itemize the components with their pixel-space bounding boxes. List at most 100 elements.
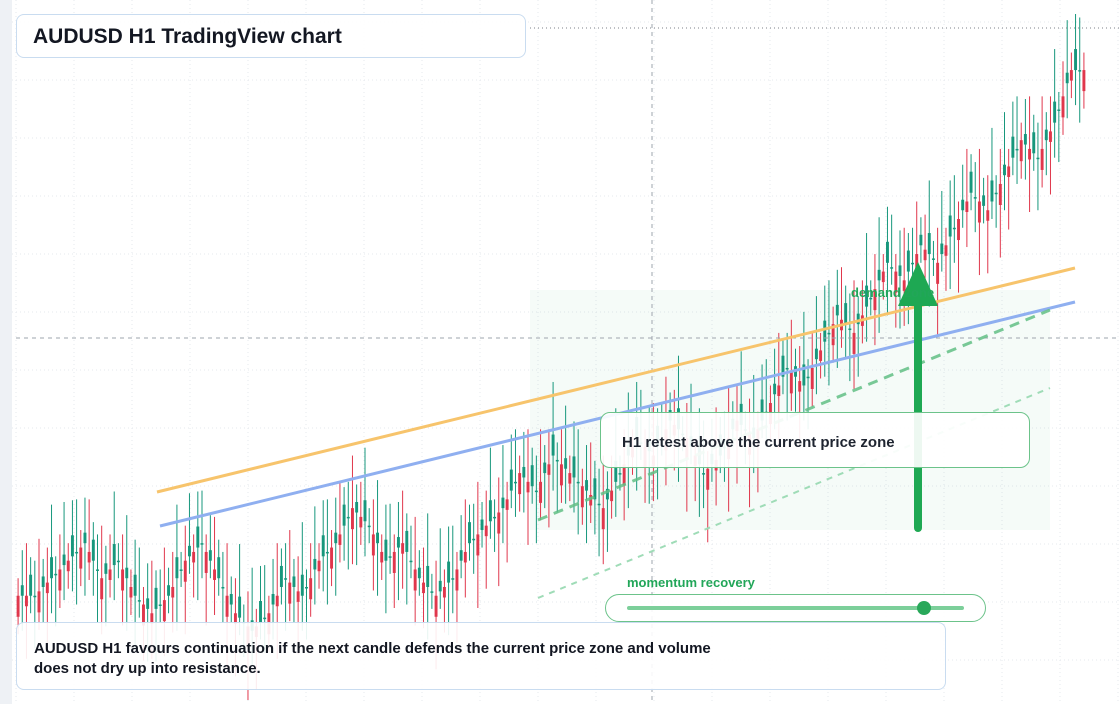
analysis-note-text: AUDUSD H1 favours continuation if the ne… (34, 640, 711, 677)
candle-bull (221, 586, 225, 589)
candle-bull (41, 576, 45, 587)
candle-bear (225, 595, 229, 617)
candle-bull (927, 233, 931, 255)
candle-bull (576, 481, 580, 484)
momentum-knob[interactable] (916, 601, 931, 615)
candle-bull (75, 551, 79, 554)
candle-bull (158, 604, 162, 607)
candle-bull (20, 585, 24, 596)
candle-bear (121, 569, 125, 591)
candle-bull (869, 297, 873, 300)
candle-bear (288, 582, 292, 604)
candle-bear (484, 525, 488, 537)
candle-bear (162, 600, 166, 622)
candle-bull (618, 473, 622, 475)
candle-bear (810, 367, 814, 389)
candle-bull (1015, 148, 1019, 151)
candle-bull (994, 192, 998, 195)
candle-bull (96, 569, 99, 571)
candle-bull (321, 535, 325, 557)
candle-bull (217, 557, 221, 579)
candle-bear (150, 613, 154, 624)
candle-bull (50, 557, 53, 579)
candle-bear (977, 201, 981, 223)
candle-bull (1011, 136, 1015, 158)
candle-bull (384, 539, 388, 561)
up-arrow-icon (898, 262, 938, 306)
candle-bear (873, 289, 877, 311)
candle-bear (1019, 140, 1023, 162)
candle-bear (129, 586, 133, 598)
candle-bear (1040, 148, 1044, 170)
candle-bull (388, 556, 392, 558)
candle-bear (539, 481, 543, 503)
candle-bear (275, 595, 279, 607)
candle-bull (83, 532, 87, 544)
candle-bull (355, 501, 359, 513)
candle-bull (376, 532, 380, 544)
candle-bear (957, 219, 960, 241)
candle-bull (175, 557, 179, 579)
candle-bear (338, 534, 342, 545)
candle-bear (413, 569, 417, 591)
candle-bear (192, 551, 196, 563)
candle-bull (396, 537, 400, 548)
candle-bear (610, 490, 614, 502)
candle-bull (91, 539, 95, 561)
candle-bull (614, 460, 618, 482)
candle-bear (986, 210, 990, 221)
candle-bull (200, 543, 204, 545)
candle-bull (1057, 109, 1061, 111)
candle-bear (706, 468, 710, 490)
candle-bull (1023, 134, 1027, 145)
candle-bear (497, 512, 501, 534)
momentum-label: momentum recovery (627, 575, 755, 590)
retest-callout-text: H1 retest above the current price zone (622, 434, 895, 451)
candle-bull (543, 462, 547, 474)
candle-bear (923, 249, 927, 261)
candle-bull (806, 376, 810, 379)
candle-bear (392, 551, 396, 573)
candle-bull (564, 458, 568, 469)
candle-bear (505, 499, 509, 510)
candle-bull (702, 473, 706, 475)
candle-bull (760, 399, 764, 421)
candle-bull (179, 569, 183, 571)
candle-bull (292, 576, 296, 587)
candle-bull (70, 535, 74, 557)
candle-bear (547, 464, 551, 475)
candle-bear (965, 201, 969, 213)
candle-bear (944, 245, 948, 256)
chart-left-edge (0, 0, 12, 704)
candle-bull (1044, 129, 1048, 141)
candle-bull (271, 593, 275, 605)
candle-bull (969, 171, 973, 193)
candle-bear (87, 551, 91, 563)
candle-bear (317, 560, 321, 572)
candle-bull (509, 469, 513, 491)
candle-bear (580, 486, 584, 508)
candle-bear (204, 551, 208, 573)
candle-bull (865, 285, 869, 307)
candle-bull (898, 265, 902, 276)
candle-bear (1007, 166, 1011, 177)
candle-bear (998, 183, 1002, 205)
candle-bear (1082, 70, 1086, 92)
candle-bear (233, 613, 237, 624)
candle-bull (555, 459, 559, 462)
candle-bear (58, 569, 62, 591)
candle-bear (789, 372, 793, 394)
candle-bull (877, 269, 881, 281)
momentum-slider[interactable] (605, 594, 986, 622)
candle-bull (802, 364, 806, 386)
candle-bull (451, 578, 455, 580)
candle-bull (856, 313, 860, 325)
candle-bull (1065, 72, 1069, 84)
candle-bear (1028, 148, 1032, 160)
candle-bear (852, 332, 856, 354)
candle-bull (530, 465, 534, 487)
candle-bull (279, 565, 283, 587)
candle-bull (430, 591, 434, 593)
